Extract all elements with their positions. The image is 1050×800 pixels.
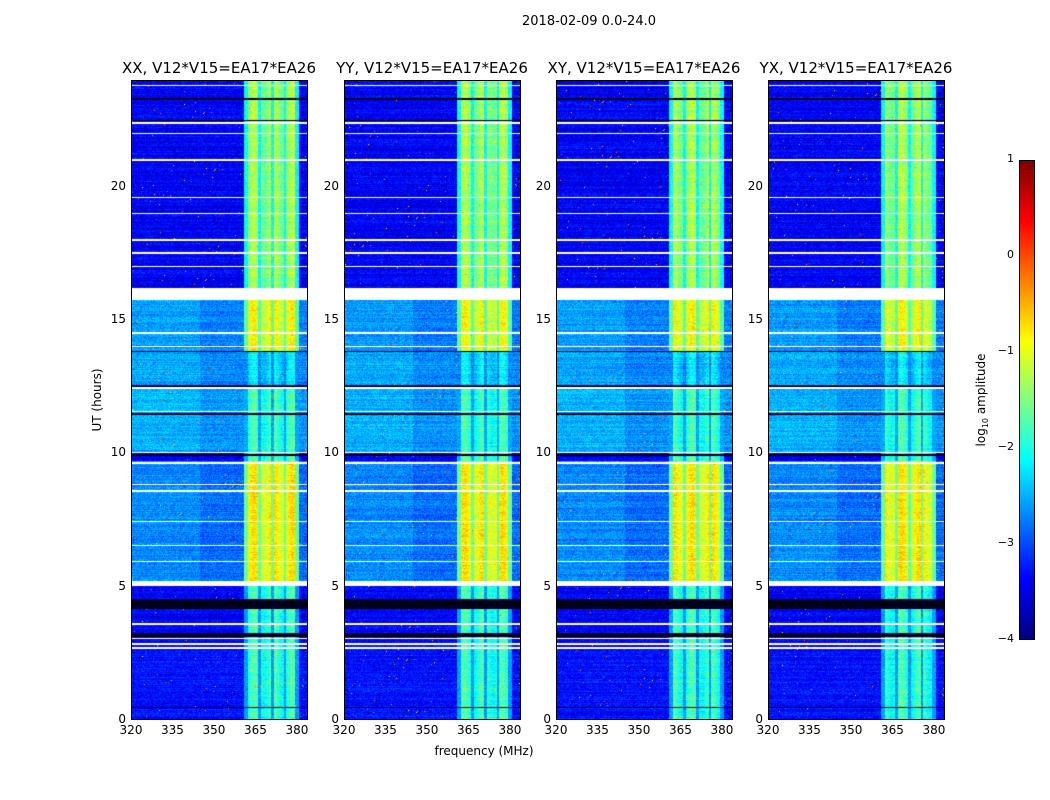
colorbar-tick-label: 0 (1007, 248, 1014, 261)
x-tick-label: 350 (627, 723, 651, 737)
spectrogram-panel-2 (556, 80, 733, 720)
y-tick-label: 15 (110, 312, 126, 326)
y-tick-label: 10 (535, 445, 551, 460)
x-tick-label: 350 (839, 723, 863, 737)
y-tick-label: 0 (118, 712, 126, 726)
x-tick-label: 380 (922, 723, 946, 737)
spectrogram-panel-0 (131, 80, 308, 720)
spectrogram-panel-1 (344, 80, 521, 720)
x-tick-label: 365 (669, 723, 692, 737)
x-axis-label: frequency (MHz) (434, 744, 534, 758)
panel-title: YX, V12*V15=EA17*EA26 (759, 59, 953, 77)
x-tick-label: 335 (798, 723, 821, 737)
y-tick-label: 0 (331, 712, 339, 726)
y-tick-label: 20 (110, 178, 126, 193)
y-tick-label: 10 (323, 445, 339, 460)
x-tick-label: 335 (374, 723, 397, 737)
colorbar-tick-label: −3 (997, 536, 1014, 549)
spectrogram-heatmap (345, 81, 520, 719)
y-tick-label: 20 (323, 178, 339, 193)
spectrogram-heatmap (132, 81, 307, 719)
panel-title: XX, V12*V15=EA17*EA26 (121, 59, 317, 77)
panel-title: YY, V12*V15=EA17*EA26 (336, 59, 528, 77)
x-tick-label: 380 (498, 723, 522, 737)
y-tick-label: 5 (331, 578, 339, 593)
y-tick-label: 0 (755, 712, 763, 726)
y-tick-label: 5 (118, 578, 126, 593)
spectrogram-heatmap (557, 81, 732, 719)
x-tick-label: 365 (881, 723, 904, 737)
y-axis-label: UT (hours) (90, 368, 104, 432)
y-tick-label: 5 (755, 578, 763, 593)
x-tick-label: 365 (457, 723, 480, 737)
x-tick-label: 380 (285, 723, 309, 737)
x-tick-label: 320 (119, 723, 143, 737)
y-tick-label: 10 (747, 445, 763, 460)
colorbar-label: log10 amplitude (973, 353, 991, 447)
y-tick-label: 15 (535, 312, 551, 326)
colorbar-tick-label: −1 (997, 344, 1014, 357)
x-tick-label: 365 (244, 723, 267, 737)
colorbar-tick-label: −2 (997, 440, 1014, 453)
colorbar-tick-label: 1 (1007, 152, 1014, 165)
colorbar (1019, 160, 1035, 640)
y-tick-label: 15 (323, 312, 339, 326)
y-tick-label: 20 (535, 178, 551, 193)
colorbar-tick-label: −4 (997, 632, 1014, 645)
panel-title: XY, V12*V15=EA17*EA26 (547, 59, 741, 77)
y-tick-label: 20 (747, 178, 763, 193)
x-tick-label: 350 (415, 723, 439, 737)
spectrogram-heatmap (769, 81, 944, 719)
y-tick-label: 15 (747, 312, 763, 326)
y-tick-label: 5 (543, 578, 551, 593)
x-tick-label: 350 (202, 723, 226, 737)
x-tick-label: 320 (544, 723, 568, 737)
x-tick-label: 335 (586, 723, 609, 737)
x-tick-label: 380 (710, 723, 734, 737)
y-tick-label: 0 (543, 712, 551, 726)
x-tick-label: 320 (756, 723, 780, 737)
x-tick-label: 320 (332, 723, 356, 737)
chart-suptitle: 2018-02-09 0.0-24.0 (522, 14, 656, 29)
y-tick-label: 10 (110, 445, 126, 460)
x-tick-label: 335 (161, 723, 184, 737)
spectrogram-panel-3 (768, 80, 945, 720)
